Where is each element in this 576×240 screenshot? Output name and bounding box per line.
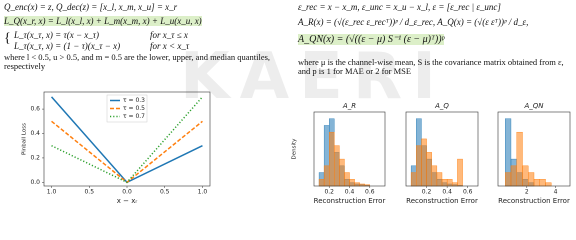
equation: L_τ(x_τ, x) = (1 − τ)(x_τ − x) [14,41,121,51]
histogram-bar [339,158,345,187]
x-tick-label: 0.6 [365,189,375,196]
histogram-bar [426,152,432,187]
x-tick-label: 0.4 [345,189,355,196]
y-axis-label: Pinball Loss [22,123,28,155]
histogram-bar [349,179,355,187]
equation: ε_rec = x − x_m, ε_unc = x_u − x_l, ε = … [298,2,501,12]
histogram-bar [545,182,552,187]
legend-label: τ = 0.7 [123,113,145,120]
histogram-bar [359,183,365,187]
y-tick-label: 0.2 [30,154,40,161]
equation: L_Q(x_r, x) = L_l(x_l, x) + L_m(x_m, x) … [4,16,202,26]
histogram-bar [510,165,517,187]
x-tick-label: 0.4 [442,189,452,196]
histogram-bar [505,172,512,187]
histogram-bar [436,172,443,187]
x-axis-label: Reconstruction Error [406,197,478,205]
chart-title: A_R [342,102,356,110]
equation: for x < x_τ [150,41,190,51]
line [51,96,204,184]
x-tick-label: 0.0 [122,189,132,196]
line [51,120,203,184]
chart-title: A_Q [434,102,449,110]
plot-frame [43,91,211,187]
histogram-bar [416,145,422,187]
x-tick-label: 0.6 [463,189,473,196]
histogram-bar [441,179,448,187]
charts: x − xᵣ Pinball Loss 1.0 0.5 0.0 0.5 1.0 0.0 0.2 0… [22,91,571,205]
equation: for x_τ ≤ x [150,30,188,40]
histogram-bar [344,172,350,187]
x-tick-label: 1.0 [198,189,208,196]
histogram-bar [522,165,529,187]
x-tick-label: 0.5 [84,189,94,196]
legend-label: τ = 0.5 [123,105,145,112]
histogram-bar [323,165,330,187]
y-axis-label: Density [292,138,298,160]
equation: Q_enc(x) = z, Q_dec(z) = [x_l, x_m, x_u]… [4,2,178,12]
histogram-bar [457,158,463,187]
x-tick-label: 0.2 [324,189,334,196]
histogram-bar [446,179,453,187]
x-tick-label: 1.0 [47,189,57,196]
x-axis-label: x − xᵣ [117,197,138,205]
equation: L_τ(x_τ, x) = τ(x − x_τ) [14,30,100,40]
x-tick-label: 2 [525,189,529,196]
x-axis-label: Reconstruction Error [498,197,570,205]
y-tick-label: 0.0 [30,179,40,186]
histogram-bar [421,138,427,187]
paragraph: where μ is the channel-wise mean, S is t… [298,57,564,76]
plot-frame [313,111,386,187]
histogram-bar [318,179,325,187]
equation: A_R(x) = (√(ε_rec ε_recᵀ))ᵖ / d_ε_rec, A… [298,17,529,27]
histogram-bar [431,165,438,187]
chart-title: A_QN [523,102,544,110]
legend-label: τ = 0.3 [123,97,145,104]
paragraph: where l < 0.5, u > 0.5, and m = 0.5 are … [4,52,271,71]
histogram-bar [452,182,458,187]
y-tick-label: 0.4 [30,130,40,137]
histogram-bar [329,131,335,187]
equation: A_QN(x) = (√((ε − μ) S⁻¹ (ε − μ)ᵀ))ᵖ [298,34,445,45]
plot-frame [497,111,571,187]
histogram-bar [354,182,360,187]
histogram-bar [516,131,523,187]
histogram-bar [410,172,417,187]
histogram-bar [334,145,340,187]
plot-frame [405,111,479,187]
x-axis-label: Reconstruction Error [314,197,386,205]
histogram-bar [528,172,535,187]
page: KAERI Q_enc(x) = z, Q_dec(z) = [x_l, x_m… [4,2,571,205]
y-tick-label: 0.6 [30,106,40,113]
x-tick-label: 0.5 [160,189,170,196]
x-tick-label: 0.2 [422,189,432,196]
histogram-bar [533,179,540,187]
x-tick-label: 4 [554,189,558,196]
histogram-bar [539,179,546,187]
watermark: KAERI [180,40,446,114]
